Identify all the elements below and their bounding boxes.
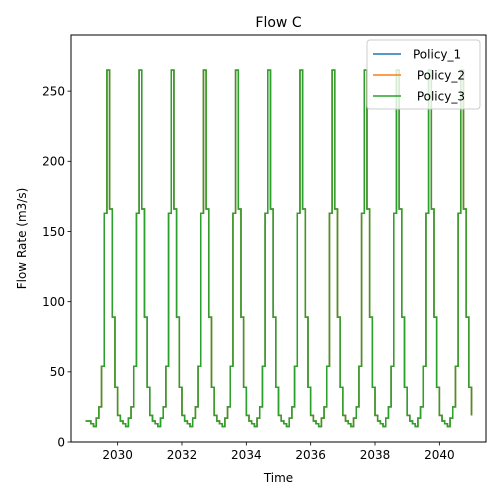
x-tick-label: 2034: [231, 448, 262, 462]
y-tick-label: 250: [42, 84, 65, 98]
x-axis-label: Time: [263, 471, 293, 485]
plot-frame: [70, 34, 487, 443]
legend-label-2: Policy_2: [413, 68, 465, 82]
chart-title: Flow C: [255, 15, 301, 31]
y-axis: 0 50 100 150 200 250: [42, 84, 71, 449]
y-axis-label: Flow Rate (m3/s): [15, 188, 29, 290]
x-tick-label: 2038: [360, 448, 391, 462]
y-tick-label: 150: [42, 225, 65, 239]
series-line-3: [85, 69, 473, 428]
y-tick-label: 200: [42, 155, 65, 169]
x-tick-label: 2036: [295, 448, 326, 462]
legend-label-1: Policy_1: [413, 47, 461, 61]
y-tick-label: 0: [57, 435, 65, 449]
x-tick-label: 2040: [424, 448, 455, 462]
y-tick-label: 100: [42, 295, 65, 309]
legend-box: [366, 39, 481, 110]
x-tick-label: 2030: [102, 448, 133, 462]
series-layer: [85, 69, 473, 428]
legend: Policy_1 Policy_2 Policy_3: [366, 39, 481, 110]
y-tick-label: 50: [50, 365, 65, 379]
legend-label-3: Policy_3: [413, 89, 465, 103]
x-tick-label: 2032: [167, 448, 198, 462]
x-axis: 2030 2032 2034 2036 2038 2040: [102, 442, 455, 462]
